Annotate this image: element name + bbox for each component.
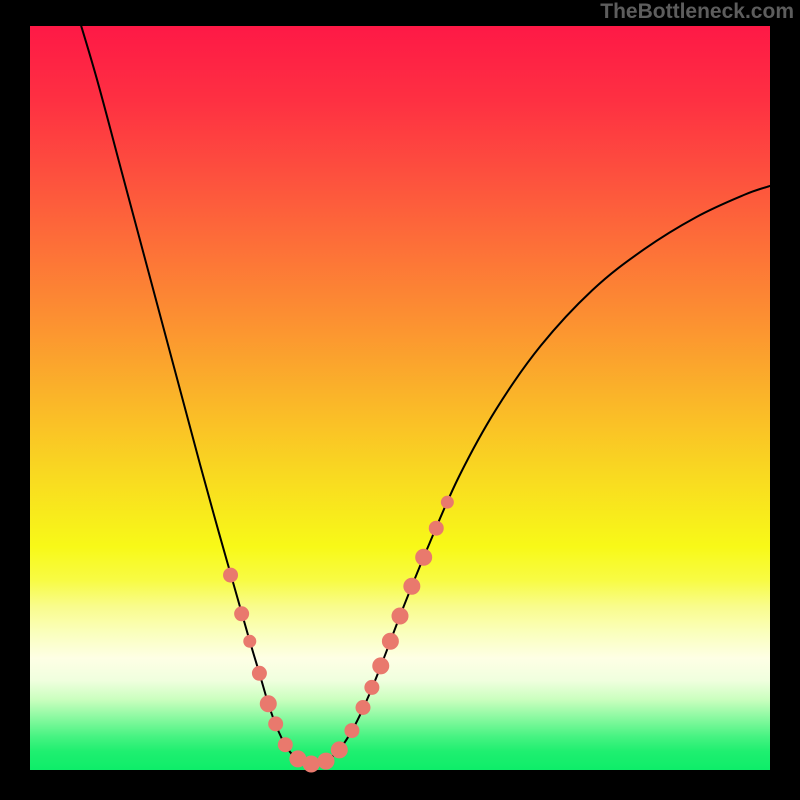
data-marker [392, 608, 408, 624]
data-marker [278, 738, 292, 752]
data-marker [260, 696, 276, 712]
data-marker [331, 742, 347, 758]
data-marker [373, 658, 389, 674]
data-marker [345, 724, 359, 738]
data-marker [416, 549, 432, 565]
markers-layer [30, 26, 770, 770]
data-marker [404, 578, 420, 594]
data-marker [429, 521, 443, 535]
data-marker [365, 680, 379, 694]
data-marker [269, 717, 283, 731]
data-marker [356, 701, 370, 715]
data-marker [303, 756, 319, 772]
data-marker [244, 635, 256, 647]
data-marker [224, 568, 238, 582]
plot-area [30, 26, 770, 770]
data-marker [382, 633, 398, 649]
attribution-text: TheBottleneck.com [600, 0, 794, 24]
data-marker [235, 607, 249, 621]
chart-stage: TheBottleneck.com [0, 0, 800, 800]
data-marker [252, 666, 266, 680]
data-marker [441, 496, 453, 508]
data-marker [318, 753, 334, 769]
